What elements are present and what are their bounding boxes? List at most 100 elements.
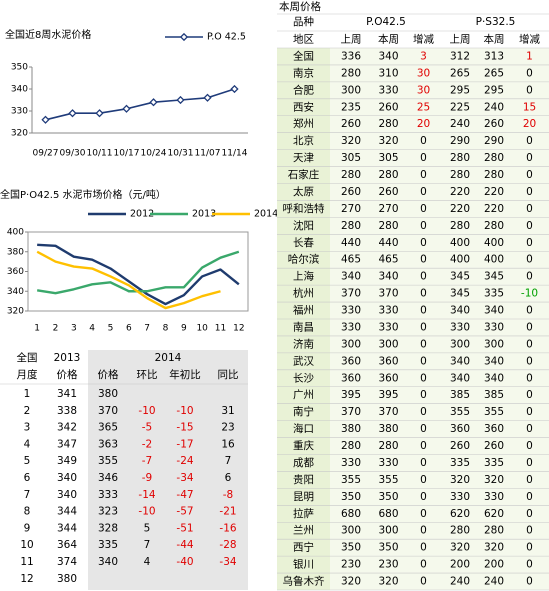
table-cell: 1: [526, 50, 533, 62]
table-cell: 355: [450, 406, 470, 418]
table-cell: 365: [98, 422, 118, 434]
table-cell: 5: [144, 522, 151, 534]
table-cell: 330: [450, 491, 470, 503]
table-cell: -16: [219, 522, 236, 534]
series-line: [45, 88, 235, 121]
table-cell: 355: [341, 474, 361, 486]
table-cell: 680: [341, 508, 361, 520]
x-tick-label: 12: [233, 324, 244, 334]
table-cell: 福州: [293, 304, 314, 317]
x-tick-label: 11/14: [222, 149, 248, 159]
table-header: P·S32.5: [476, 16, 516, 28]
point-marker: [203, 93, 212, 102]
table-cell: 330: [341, 321, 361, 333]
table-cell: 370: [341, 406, 361, 418]
table-cell: 0: [420, 474, 427, 486]
table-cell: 290: [484, 135, 504, 147]
table-cell: -8: [223, 489, 233, 501]
table-cell: 340: [450, 355, 470, 367]
table-cell: 345: [450, 271, 470, 283]
table-cell: 340: [484, 355, 504, 367]
table-cell: 380: [57, 573, 77, 585]
table-cell: 300: [341, 84, 361, 96]
table-cell: 重庆: [293, 439, 314, 452]
table-cell: 300: [378, 338, 398, 350]
y-tick-label: 350: [11, 63, 28, 73]
table-cell: 0: [526, 372, 533, 384]
table-cell: 15: [523, 101, 536, 113]
point-marker: [149, 98, 158, 107]
table-cell: 太原: [293, 185, 314, 198]
table-cell: 330: [450, 321, 470, 333]
table-cell: 武汉: [293, 354, 314, 367]
table-cell: 0: [420, 576, 427, 588]
table-cell: 220: [484, 203, 504, 215]
table-cell: 0: [420, 338, 427, 350]
table-cell: 280: [341, 220, 361, 232]
table-cell: 哈尔滨: [288, 253, 320, 266]
table-cell: 16: [221, 438, 235, 450]
table-cell: 312: [450, 50, 470, 62]
table-cell: 320: [484, 542, 504, 554]
table-cell: 0: [420, 237, 427, 249]
table-cell: 0: [420, 406, 427, 418]
table-cell: 338: [57, 405, 77, 417]
table-cell: 广州: [293, 389, 314, 401]
table-cell: 300: [341, 338, 361, 350]
table-header: 2013: [54, 352, 81, 364]
table-cell: 395: [378, 389, 398, 401]
x-tick-label: 10/24: [141, 149, 167, 159]
table-cell: 380: [98, 388, 118, 400]
table-cell: 300: [341, 525, 361, 537]
table-cell: 220: [450, 203, 470, 215]
table-cell: 340: [484, 372, 504, 384]
table-cell: 260: [378, 101, 398, 113]
table-cell: 0: [420, 559, 427, 571]
table-header: P.O42.5: [366, 16, 406, 28]
table-cell: 440: [341, 237, 361, 249]
table-cell: 260: [341, 186, 361, 198]
table-cell: 0: [420, 389, 427, 401]
table-cell: 23: [221, 422, 234, 434]
table-cell: 280: [378, 440, 398, 452]
table-cell: 323: [98, 506, 118, 518]
table-cell: 0: [420, 305, 427, 317]
table-cell: 235: [341, 101, 361, 113]
table-cell: 0: [526, 271, 533, 283]
table-cell: 230: [378, 559, 398, 571]
table-cell: 280: [484, 525, 504, 537]
table-cell: 天津: [293, 152, 314, 164]
table-cell: 345: [484, 271, 504, 283]
table-cell: 0: [526, 237, 533, 249]
table-cell: -14: [138, 489, 155, 501]
table-title: 本周价格: [279, 0, 321, 13]
table-cell: 0: [526, 220, 533, 232]
table-cell: 0: [420, 321, 427, 333]
table-cell: 0: [526, 152, 533, 164]
table-cell: 200: [450, 559, 470, 571]
table-header: 年初比: [169, 368, 201, 381]
point-marker: [230, 84, 239, 94]
table-cell: 465: [341, 254, 361, 266]
table-cell: -24: [176, 455, 193, 467]
table-header: 同比: [218, 368, 239, 381]
table-cell: -34: [219, 556, 236, 568]
y-tick-label: 320: [7, 307, 24, 317]
table-cell: 南昌: [293, 320, 314, 333]
table-cell: 长沙: [293, 372, 314, 384]
table-cell: 0: [526, 474, 533, 486]
legend-label: 2013: [192, 209, 216, 220]
table-header: 增减: [519, 33, 540, 46]
table-cell: 320: [484, 474, 504, 486]
table-cell: 呼和浩特: [283, 203, 325, 215]
table-cell: 270: [378, 203, 398, 215]
table-cell: 240: [450, 118, 470, 130]
table-cell: -44: [176, 539, 193, 551]
table-cell: 1: [24, 388, 31, 400]
table-cell: 0: [526, 203, 533, 215]
table-cell: 0: [420, 542, 427, 554]
table-cell: 328: [98, 522, 118, 534]
table-cell: 313: [484, 50, 504, 62]
table-header: 增减: [413, 33, 434, 46]
